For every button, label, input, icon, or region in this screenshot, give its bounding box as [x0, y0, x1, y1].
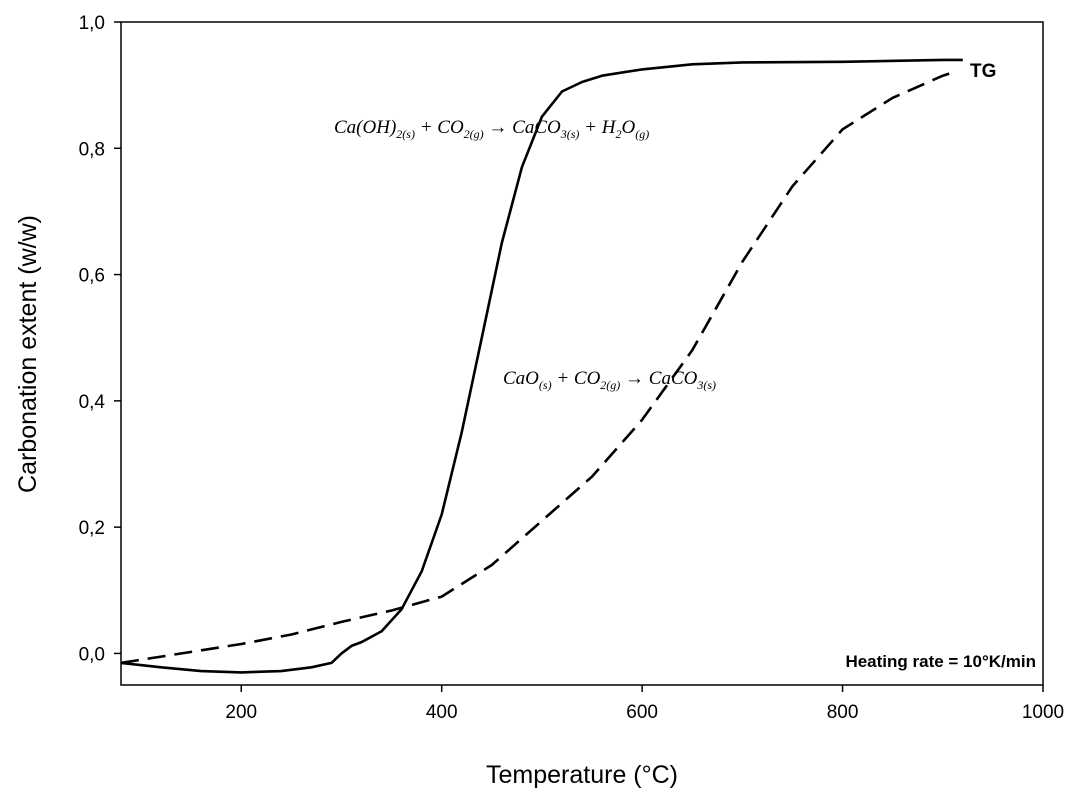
equation-caoh2-carbonation: Ca(OH)2(s) + CO2(g) → CaCO3(s) + H2O(g): [334, 117, 649, 141]
y-tick-label: 0,6: [79, 266, 105, 287]
series-dashed-line: [120, 71, 954, 665]
x-axis-title: Temperature (°C): [486, 761, 678, 789]
plot-frame: [120, 21, 1044, 686]
x-tick-label: 800: [827, 702, 859, 723]
equation-cao-carbonation: CaO(s) + CO2(g) → CaCO3(s): [503, 368, 716, 392]
x-tick-label: 200: [225, 702, 257, 723]
x-tick-label: 400: [426, 702, 458, 723]
x-tick-label: 600: [626, 702, 658, 723]
heating-rate-label: Heating rate = 10°K/min: [845, 652, 1036, 671]
x-axis-ticks: 200 400 600 800 1000: [225, 685, 1064, 723]
y-tick-label: 1,0: [79, 13, 105, 34]
y-tick-label: 0,8: [79, 139, 105, 160]
y-tick-label: 0,4: [79, 392, 106, 413]
series-layer: [120, 58, 963, 674]
series-solid-line: [120, 58, 963, 674]
x-tick-label: 1000: [1022, 702, 1064, 723]
y-axis-ticks: 0,0 0,2 0,4 0,6 0,8 1,0: [79, 13, 121, 665]
tg-label: TG: [970, 61, 996, 82]
y-tick-label: 0,2: [79, 518, 105, 539]
y-axis-title: Carbonation extent (w/w): [14, 215, 42, 493]
y-tick-label: 0,0: [79, 644, 105, 665]
